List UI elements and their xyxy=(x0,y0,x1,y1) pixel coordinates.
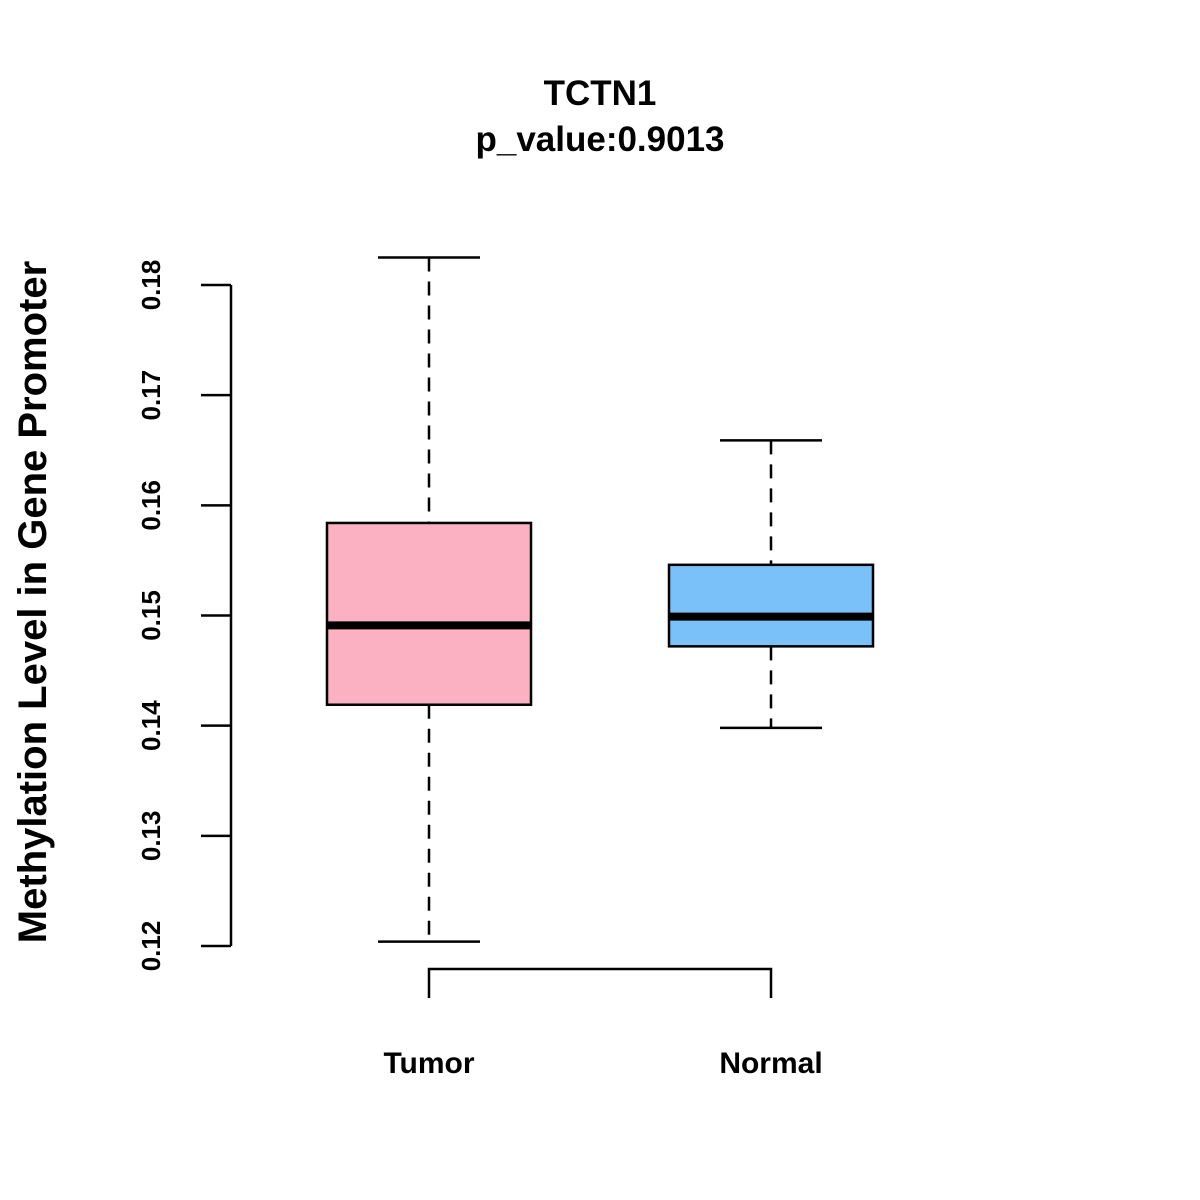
bracket-line xyxy=(427,967,773,998)
chart-title: TCTN1 xyxy=(544,74,657,113)
y-axis: 0.12 0.13 0.14 0.15 0.16 0.17 0.18 xyxy=(136,260,233,972)
chart-subtitle: p_value:0.9013 xyxy=(475,120,724,159)
y-tick-label: 0.12 xyxy=(136,921,166,972)
iqr-box xyxy=(667,563,875,648)
y-tick-label: 0.13 xyxy=(136,811,166,862)
y-tick-label: 0.18 xyxy=(136,260,166,311)
y-tick-label: 0.14 xyxy=(136,700,166,751)
y-tick-label: 0.17 xyxy=(136,370,166,421)
x-category-label: Normal xyxy=(719,1047,822,1080)
boxes xyxy=(325,256,875,943)
box-tumor xyxy=(325,256,533,943)
y-axis-label: Methylation Level in Gene Promoter xyxy=(11,261,55,943)
y-tick-label: 0.16 xyxy=(136,480,166,531)
x-axis-labels: Tumor Normal xyxy=(383,1047,822,1080)
iqr-box xyxy=(325,521,533,706)
y-tick-label: 0.15 xyxy=(136,590,166,641)
significance-bracket xyxy=(427,967,773,998)
box-normal xyxy=(667,439,875,730)
x-category-label: Tumor xyxy=(383,1047,474,1080)
